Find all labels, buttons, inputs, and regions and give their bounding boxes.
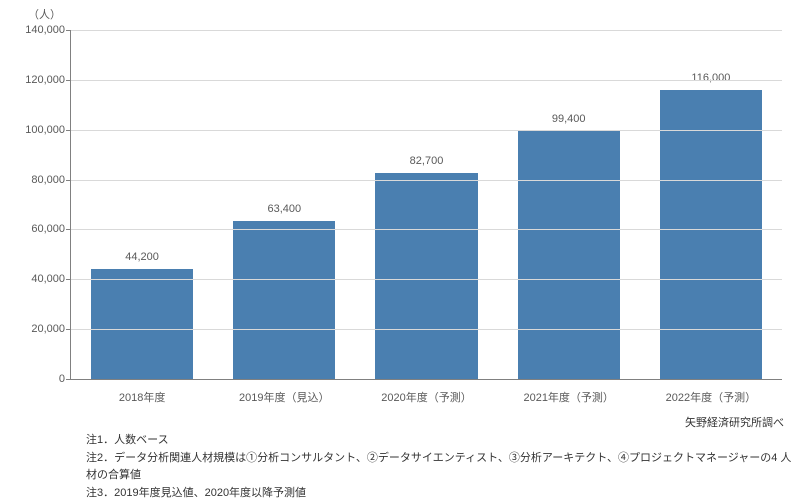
bar: 63,400 xyxy=(233,221,335,379)
note-line: 注1．人数ベース xyxy=(86,432,798,450)
bar-slot: 44,2002018年度 xyxy=(71,30,213,379)
grid-line xyxy=(71,279,782,280)
x-tick-label: 2022年度（予測） xyxy=(666,389,756,405)
bar-slot: 116,0002022年度（予測） xyxy=(640,30,782,379)
y-tick-label: 0 xyxy=(5,373,65,385)
chart-container: （人） 44,2002018年度63,4002019年度（見込）82,70020… xyxy=(0,0,798,420)
y-tick-mark xyxy=(66,130,71,131)
x-tick-label: 2021年度（予測） xyxy=(523,389,613,405)
x-tick-label: 2019年度（見込） xyxy=(239,389,329,405)
y-tick-label: 120,000 xyxy=(5,74,65,86)
grid-line xyxy=(71,229,782,230)
x-tick-label: 2020年度（予測） xyxy=(381,389,471,405)
bar: 116,000 xyxy=(660,90,762,379)
grid-line xyxy=(71,180,782,181)
y-tick-label: 140,000 xyxy=(5,24,65,36)
y-tick-mark xyxy=(66,329,71,330)
bar-value-label: 99,400 xyxy=(552,113,586,125)
y-tick-label: 100,000 xyxy=(5,124,65,136)
footnotes: 注1．人数ベース 注2．データ分析関連人材規模は①分析コンサルタント、②データサ… xyxy=(86,432,798,502)
y-tick-mark xyxy=(66,229,71,230)
bar: 44,200 xyxy=(91,269,193,379)
bar-value-label: 116,000 xyxy=(691,72,730,84)
bars-group: 44,2002018年度63,4002019年度（見込）82,7002020年度… xyxy=(71,30,782,379)
x-tick-label: 2018年度 xyxy=(119,389,165,405)
bar-slot: 99,4002021年度（予測） xyxy=(498,30,640,379)
bar: 99,400 xyxy=(518,131,620,379)
y-tick-label: 60,000 xyxy=(5,223,65,235)
bar-slot: 82,7002020年度（予測） xyxy=(355,30,497,379)
grid-line xyxy=(71,30,782,31)
y-tick-mark xyxy=(66,180,71,181)
note-line: 注3．2019年度見込値、2020年度以降予測値 xyxy=(86,485,798,502)
y-tick-label: 80,000 xyxy=(5,174,65,186)
y-tick-label: 20,000 xyxy=(5,323,65,335)
bar-value-label: 82,700 xyxy=(410,155,444,167)
note-line: 注2．データ分析関連人材規模は①分析コンサルタント、②データサイエンティスト、③… xyxy=(86,450,798,485)
y-tick-mark xyxy=(66,279,71,280)
bar-value-label: 63,400 xyxy=(267,203,301,215)
y-tick-mark xyxy=(66,80,71,81)
grid-line xyxy=(71,130,782,131)
y-tick-mark xyxy=(66,379,71,380)
bar-value-label: 44,200 xyxy=(125,251,159,263)
bar-slot: 63,4002019年度（見込） xyxy=(213,30,355,379)
grid-line xyxy=(71,80,782,81)
plot-area: 44,2002018年度63,4002019年度（見込）82,7002020年度… xyxy=(70,30,782,380)
y-tick-mark xyxy=(66,30,71,31)
y-tick-label: 40,000 xyxy=(5,273,65,285)
source-credit: 矢野経済研究所調べ xyxy=(685,414,784,430)
grid-line xyxy=(71,329,782,330)
bar: 82,700 xyxy=(375,173,477,379)
y-axis-unit: （人） xyxy=(28,6,61,22)
